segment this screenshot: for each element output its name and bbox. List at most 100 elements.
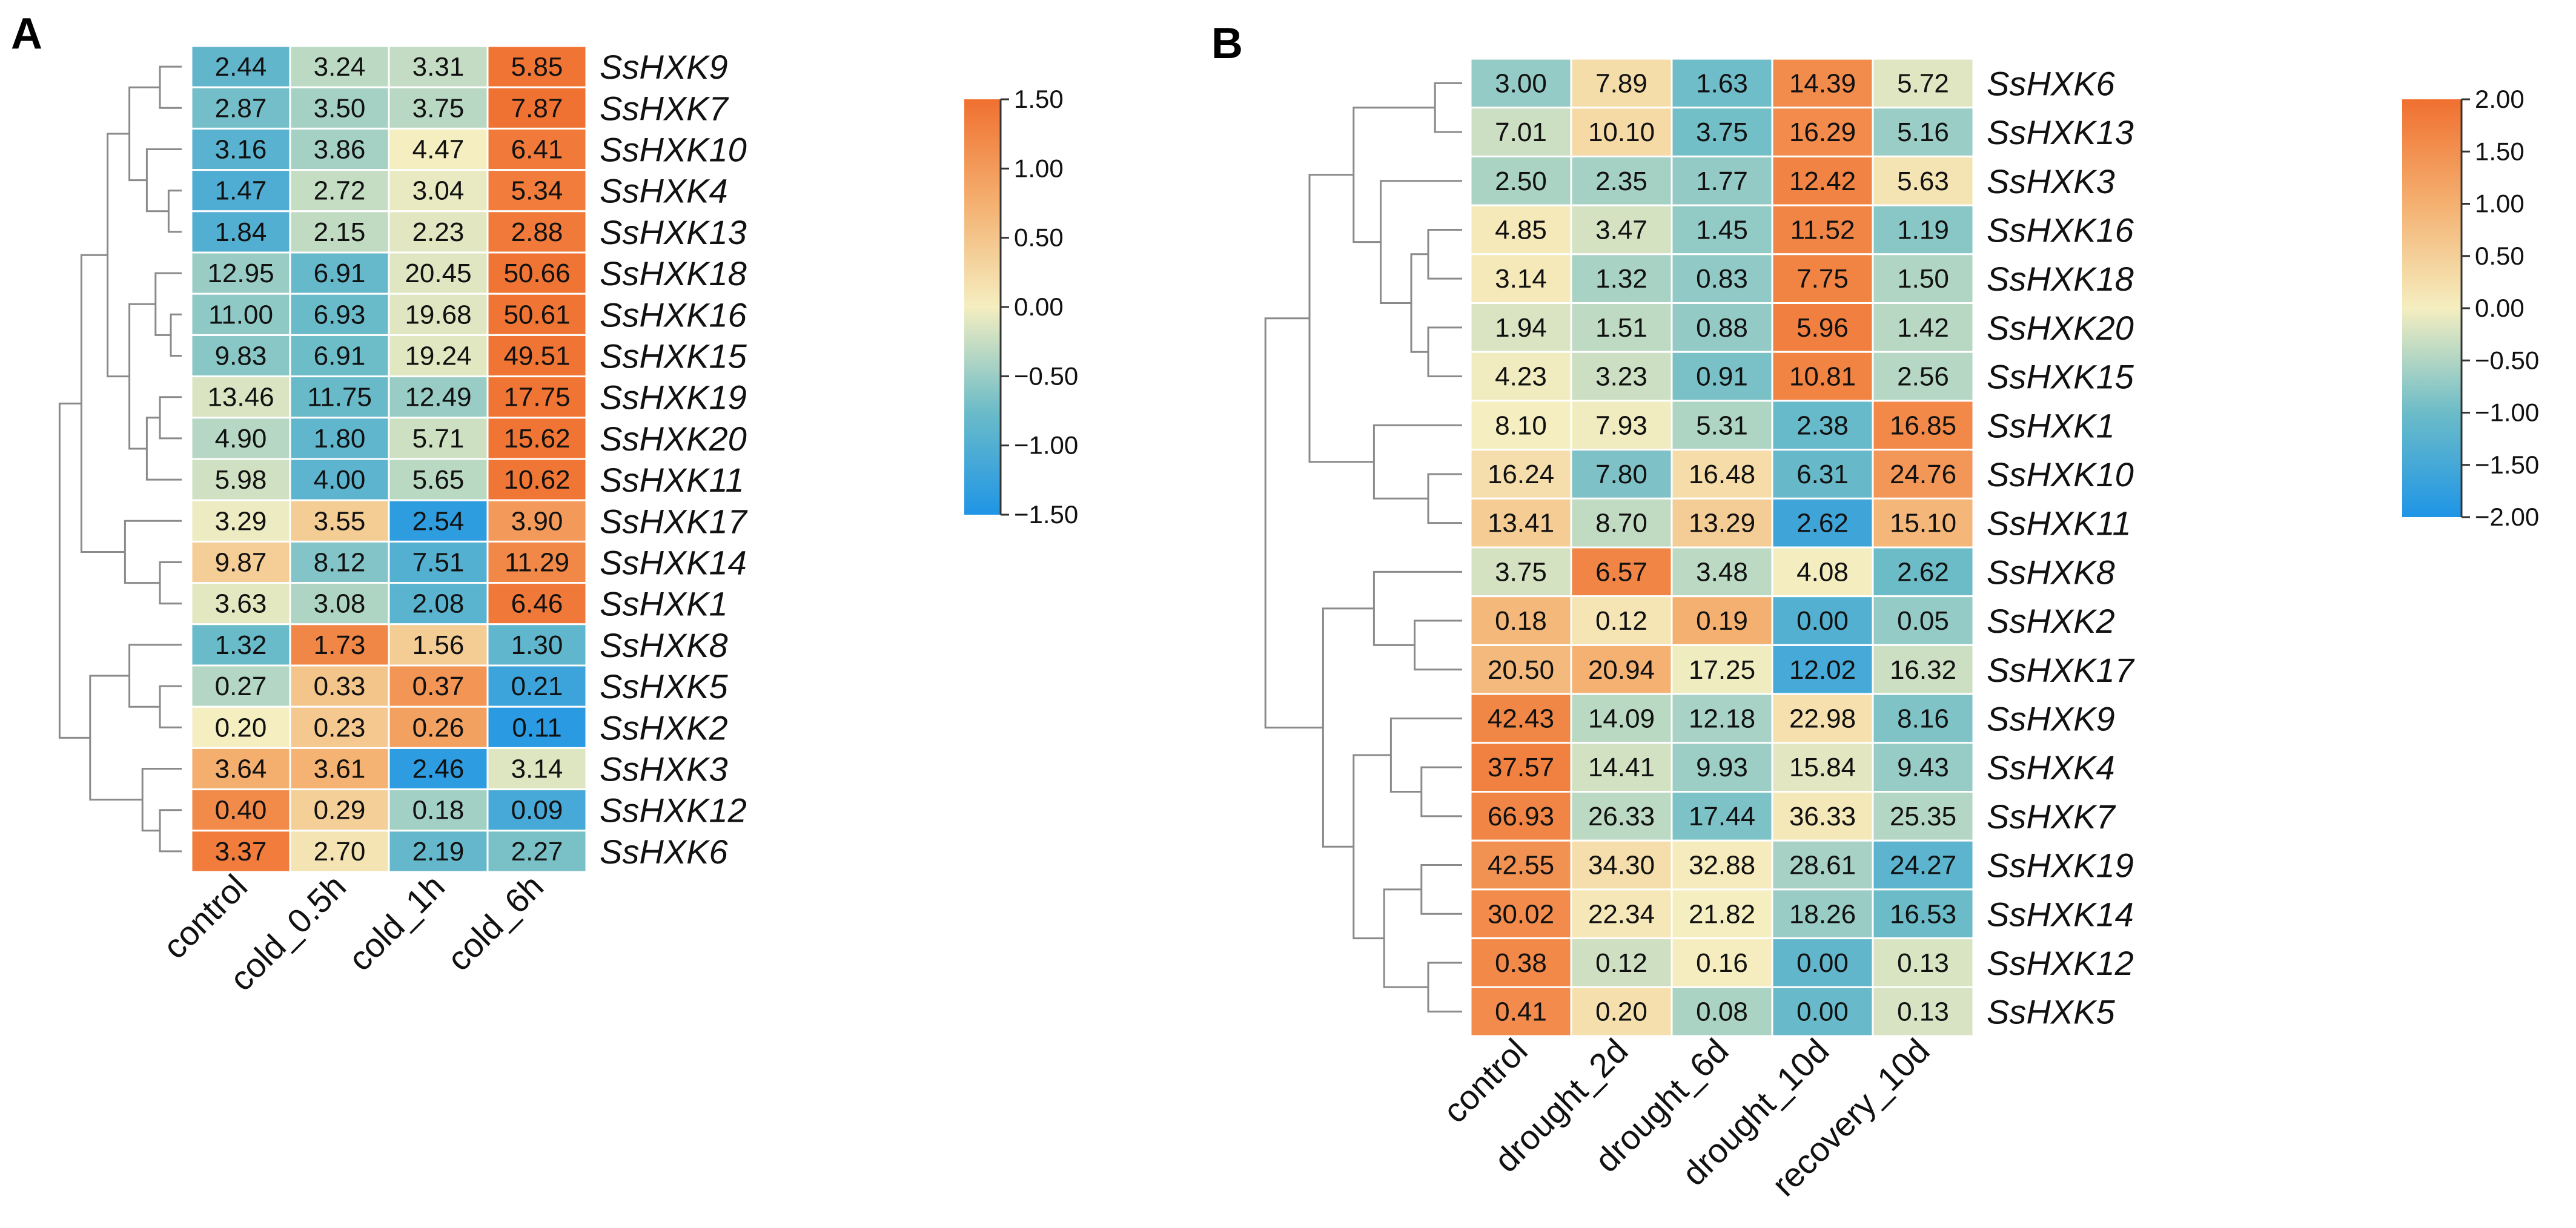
cell-value: 13.29 xyxy=(1689,509,1755,538)
dendrogram-branch xyxy=(124,520,182,584)
dendrogram-branch xyxy=(154,272,182,336)
heatmap-cell xyxy=(1771,986,1874,1037)
cell-value: 1.45 xyxy=(1696,215,1748,245)
heatmap-cell xyxy=(1469,155,1572,206)
cell-value: 9.87 xyxy=(215,548,267,578)
heatmap-cell xyxy=(1469,595,1572,646)
heatmap-cell xyxy=(1771,742,1874,793)
cell-value: 16.85 xyxy=(1890,411,1956,440)
dendrogram-branch xyxy=(1322,607,1374,848)
cell-value: 2.62 xyxy=(1897,557,1949,587)
gene-label: SsHXK14 xyxy=(1987,895,2134,933)
heatmap-cell xyxy=(190,788,291,832)
cell-value: 8.10 xyxy=(1495,411,1547,440)
cell-value: 7.01 xyxy=(1495,117,1547,147)
heatmap-cell xyxy=(1872,595,1975,646)
cell-value: 0.37 xyxy=(412,672,465,701)
dendrogram-branch xyxy=(1264,317,1323,729)
cell-value: 0.05 xyxy=(1897,606,1949,636)
heatmap-cell xyxy=(1469,253,1572,304)
gene-label: SsHXK13 xyxy=(600,213,747,251)
gene-label: SsHXK6 xyxy=(1987,64,2115,102)
gene-label: SsHXK16 xyxy=(600,295,747,334)
heatmap-cell xyxy=(1670,986,1773,1037)
cell-value: 1.47 xyxy=(215,176,267,206)
gene-label: SsHXK15 xyxy=(1987,358,2134,396)
cell-value: 0.00 xyxy=(1796,948,1849,978)
cell-value: 17.44 xyxy=(1689,802,1755,831)
dendrogram-branch xyxy=(159,396,182,440)
cell-value: 3.75 xyxy=(412,93,465,123)
heatmap-cell xyxy=(1469,58,1572,109)
heatmap-cell xyxy=(1469,546,1572,598)
heatmap-cell xyxy=(486,375,588,419)
heatmap-cell xyxy=(1570,644,1673,695)
cell-value: 2.54 xyxy=(412,506,465,536)
cell-value: 6.57 xyxy=(1595,557,1647,587)
cell-value: 2.56 xyxy=(1897,362,1949,392)
heatmap-cell xyxy=(190,830,291,873)
cell-value: 12.42 xyxy=(1789,167,1856,196)
cell-value: 9.43 xyxy=(1897,753,1949,782)
dendrogram-branch xyxy=(170,313,182,357)
gene-label: SsHXK14 xyxy=(600,544,747,582)
gene-label: SsHXK8 xyxy=(1987,553,2115,591)
cell-value: 2.70 xyxy=(314,837,366,867)
cell-value: 2.44 xyxy=(215,52,267,82)
cell-value: 2.62 xyxy=(1796,509,1849,538)
heatmap-cell xyxy=(1670,497,1773,549)
heatmap-cell xyxy=(388,705,489,749)
cell-value: 1.50 xyxy=(1897,264,1949,294)
heatmap-cell xyxy=(1670,400,1773,451)
heatmap-cell xyxy=(486,499,588,543)
gene-label: SsHXK10 xyxy=(600,131,747,169)
heatmap-cell xyxy=(1469,888,1572,940)
heatmap-cell xyxy=(1771,107,1874,157)
heatmap-cell xyxy=(1670,204,1773,256)
heatmap-cell xyxy=(1771,693,1874,744)
gene-label: SsHXK12 xyxy=(1987,944,2134,982)
heatmap-cell xyxy=(1570,546,1673,598)
heatmap-cell xyxy=(190,540,291,584)
colorbar-tick-label: 1.50 xyxy=(2475,137,2525,165)
cell-value: 6.31 xyxy=(1796,460,1849,489)
cell-value: 7.75 xyxy=(1796,264,1849,294)
cell-value: 1.30 xyxy=(511,630,563,660)
heatmap-cell xyxy=(1670,888,1773,940)
dendrogram-branch xyxy=(1420,864,1462,915)
colorbar-tick-label: −1.00 xyxy=(1014,431,1078,460)
gene-label: SsHXK20 xyxy=(600,420,747,458)
cell-value: 21.82 xyxy=(1689,899,1755,929)
heatmap-cell xyxy=(486,251,588,295)
heatmap-cell xyxy=(1670,58,1773,109)
heatmap-cell xyxy=(1872,449,1975,500)
heatmap-cell xyxy=(1771,791,1874,842)
cell-value: 19.68 xyxy=(405,300,471,329)
heatmap-cell xyxy=(486,45,588,88)
gene-label: SsHXK4 xyxy=(600,172,728,210)
panel-a-label: A xyxy=(11,10,42,58)
dendrogram-branch xyxy=(1427,326,1462,378)
cell-value: 3.90 xyxy=(511,506,563,536)
gene-label: SsHXK2 xyxy=(1987,602,2115,640)
heatmap-cell xyxy=(1771,204,1874,256)
cell-value: 16.24 xyxy=(1488,460,1554,489)
cell-value: 3.08 xyxy=(314,589,366,619)
dendrogram-branch xyxy=(1308,174,1374,463)
heatmap-cell xyxy=(1670,155,1773,206)
cell-value: 2.27 xyxy=(511,837,563,867)
cell-value: 7.80 xyxy=(1595,460,1647,489)
cell-value: 11.00 xyxy=(208,300,273,329)
gene-label: SsHXK5 xyxy=(1987,993,2115,1031)
dendrogram-branch xyxy=(1427,962,1462,1013)
panel-b-colorbar: 2.00 1.50 1.00 0.50 0.00 −0.50 −1.00 −1.50 −2.00 xyxy=(2402,85,2539,531)
column-label: cold_6h xyxy=(440,867,551,978)
heatmap-cell xyxy=(1872,155,1975,206)
cell-value: 12.49 xyxy=(405,383,471,412)
heatmap-cell xyxy=(486,169,588,213)
dendrogram-branch xyxy=(145,148,182,213)
cell-value: 49.51 xyxy=(503,342,570,371)
colorbar-tick-label: −2.00 xyxy=(2475,503,2539,531)
cell-value: 50.66 xyxy=(503,259,570,288)
heatmap-cell xyxy=(486,830,588,873)
